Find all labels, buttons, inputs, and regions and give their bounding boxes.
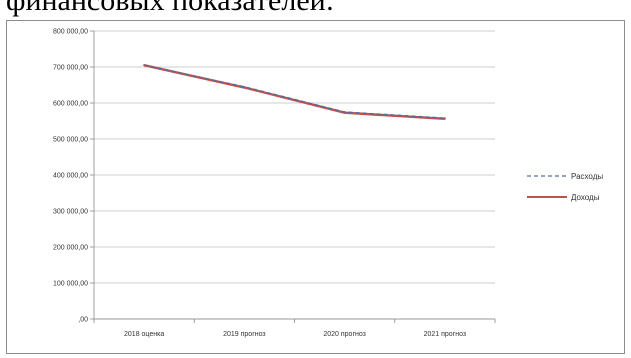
y-tick-labels: ,00 100 000,00 200 000,00 300 000,00 400 000… [53, 29, 88, 324]
y-tick-label: ,00 [78, 317, 88, 324]
data-point [443, 117, 446, 120]
y-tick-label: 600 000,00 [53, 101, 88, 108]
y-tick-label: 400 000,00 [53, 173, 88, 180]
y-tick-label: 300 000,00 [53, 209, 88, 216]
y-tick-label: 800 000,00 [53, 29, 88, 36]
y-tick-label: 100 000,00 [53, 281, 88, 288]
legend-label: Расходы [571, 172, 603, 181]
x-tick-label: 2018 оценка [124, 331, 164, 338]
chart-area: ,00 100 000,00 200 000,00 300 000,00 400 000… [6, 20, 625, 354]
data-point [243, 86, 246, 89]
x-tick-label: 2020 прогноз [323, 331, 366, 338]
axes [90, 30, 496, 323]
x-tick-labels: 2018 оценка 2019 прогноз 2020 прогноз 2021 … [124, 331, 466, 338]
series-line-income [143, 64, 445, 121]
y-tick-label: 500 000,00 [53, 137, 88, 144]
legend: Расходы Доходы [527, 172, 603, 202]
series-lines [143, 64, 446, 121]
x-tick-label: 2019 прогноз [223, 331, 266, 338]
gridlines [94, 30, 495, 320]
line-chart: ,00 100 000,00 200 000,00 300 000,00 400 000… [53, 29, 603, 339]
legend-label: Доходы [571, 193, 600, 202]
series-line-expenses [143, 64, 445, 119]
y-tick-label: 200 000,00 [53, 245, 88, 252]
x-tick-label: 2021 прогноз [424, 331, 467, 338]
caption-text: финансовых показателей: [6, 0, 335, 17]
y-tick-label: 700 000,00 [53, 65, 88, 72]
